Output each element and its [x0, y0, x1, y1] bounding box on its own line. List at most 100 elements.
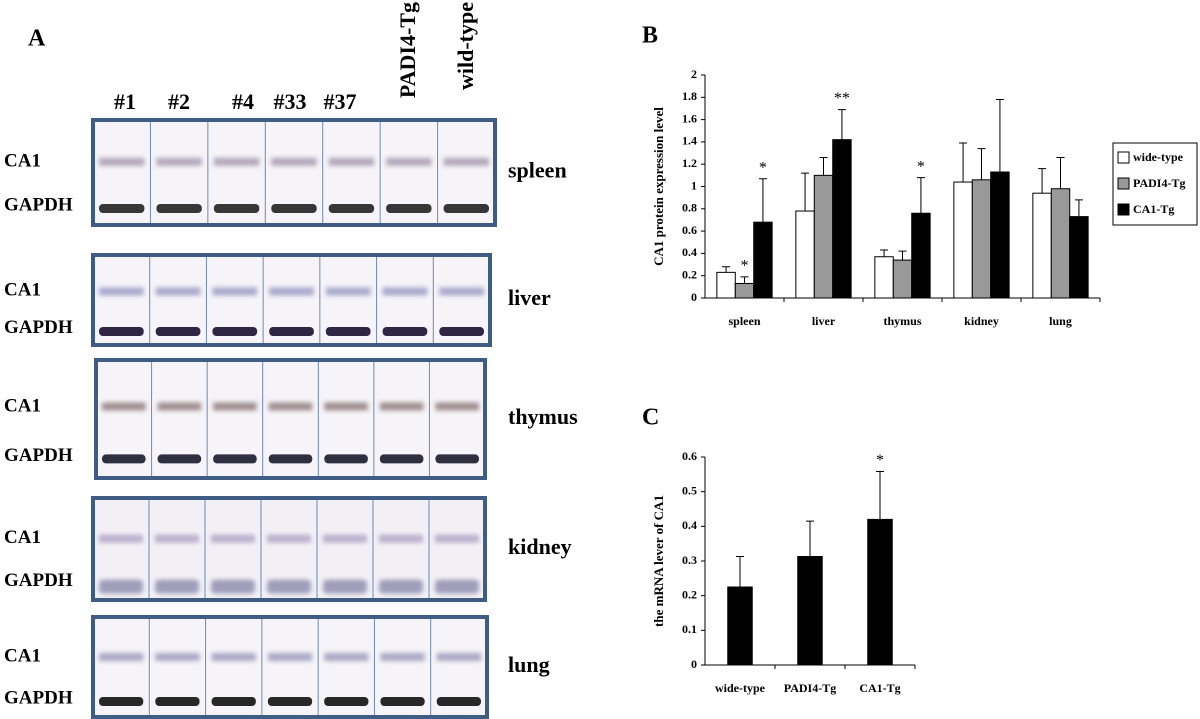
y-tick-label: 0.4 — [682, 245, 697, 259]
band-gapdh — [155, 579, 199, 594]
blot-frame — [91, 253, 492, 347]
band-gapdh — [99, 327, 144, 336]
band-ca1 — [268, 402, 313, 411]
band-ca1 — [156, 157, 202, 166]
error-bar — [880, 249, 889, 257]
band-gapdh — [328, 204, 375, 213]
band-gapdh — [324, 454, 368, 464]
lane-label: wild-type — [453, 2, 478, 90]
y-tick-label: 0.3 — [682, 553, 697, 567]
band-ca1 — [213, 402, 257, 411]
band-gapdh — [99, 697, 144, 706]
significance-label: * — [876, 452, 884, 469]
band-gapdh — [436, 697, 481, 706]
band-ca1 — [386, 157, 432, 166]
band-ca1 — [213, 157, 260, 166]
tissue-label: spleen — [508, 158, 567, 183]
band-label: CA1 — [4, 150, 41, 171]
error-bar — [995, 99, 1004, 173]
x-tick-label: liver — [812, 314, 836, 328]
band-label: GAPDH — [4, 570, 73, 591]
y-tick-label: 2 — [691, 67, 697, 81]
band-ca1 — [271, 157, 317, 166]
panel-letter: A — [28, 26, 46, 52]
band-ca1 — [379, 534, 423, 543]
error-bar — [740, 276, 749, 284]
significance-label: ** — [834, 90, 850, 107]
significance-label: * — [759, 159, 767, 176]
band-ca1 — [325, 287, 371, 296]
bar — [727, 586, 753, 666]
band-gapdh — [435, 579, 479, 594]
band-label: GAPDH — [4, 687, 73, 708]
blot-frame — [91, 118, 497, 227]
y-tick-label: 0.8 — [682, 201, 697, 215]
band-ca1 — [99, 287, 144, 296]
tissue-label: liver — [508, 285, 551, 310]
band-ca1 — [324, 402, 368, 411]
bar — [813, 174, 834, 299]
error-bar — [1038, 168, 1047, 194]
band-label: CA1 — [4, 279, 41, 300]
band-gapdh — [267, 697, 313, 706]
legend-label: wide-type — [1133, 150, 1184, 164]
band-gapdh — [213, 204, 260, 213]
band-ca1 — [211, 534, 255, 543]
y-tick-label: 0.2 — [682, 267, 697, 281]
band-ca1 — [380, 653, 425, 661]
band-ca1 — [157, 402, 202, 411]
y-tick-label: 1.2 — [682, 156, 697, 170]
band-ca1 — [328, 157, 375, 166]
band-ca1 — [382, 287, 428, 296]
blot-frame — [94, 358, 487, 480]
band-gapdh — [157, 454, 202, 464]
band-ca1 — [269, 287, 314, 296]
bar — [911, 212, 931, 299]
band-gapdh — [99, 579, 143, 594]
error-bar — [806, 520, 814, 557]
x-tick-label: thymus — [883, 314, 921, 328]
bar — [892, 259, 913, 299]
x-tick-label: kidney — [964, 314, 999, 328]
bar — [867, 518, 893, 666]
bar — [971, 179, 992, 299]
lane-label: #4 — [232, 89, 254, 114]
band-gapdh — [443, 204, 489, 213]
error-bar — [837, 109, 846, 140]
y-tick-label: 1.4 — [682, 134, 697, 148]
error-bar — [819, 157, 828, 176]
band-gapdh — [102, 454, 146, 464]
blot-frame — [91, 496, 487, 602]
y-axis-label: CA1 protein expression level — [651, 107, 666, 266]
band-gapdh — [386, 204, 432, 213]
panel-letter: B — [642, 23, 658, 49]
band-label: CA1 — [4, 645, 41, 666]
band-gapdh — [99, 204, 145, 213]
band-label: CA1 — [4, 527, 41, 548]
error-bar — [758, 178, 767, 223]
error-bar — [876, 471, 884, 520]
band-ca1 — [324, 653, 369, 661]
band-ca1 — [212, 287, 258, 296]
band-gapdh — [439, 327, 484, 336]
band-ca1 — [435, 402, 479, 411]
y-tick-label: 0.5 — [682, 483, 697, 497]
band-ca1 — [155, 534, 199, 543]
band-ca1 — [439, 287, 484, 296]
lane-label: #33 — [274, 89, 307, 114]
lane-label: #37 — [324, 89, 357, 114]
y-tick-label: 0.1 — [682, 622, 697, 636]
band-ca1 — [102, 402, 146, 411]
band-gapdh — [212, 327, 258, 336]
lane-label: #1 — [114, 89, 136, 114]
band-label: CA1 — [4, 396, 41, 417]
band-gapdh — [380, 697, 425, 706]
x-tick-label: wide-type — [715, 681, 766, 695]
y-tick-label: 1.8 — [682, 89, 697, 103]
legend-swatch — [1117, 203, 1130, 216]
blot-frame — [91, 615, 489, 719]
error-bar — [916, 177, 925, 214]
lane-label: PADI4-Tg — [395, 2, 420, 98]
